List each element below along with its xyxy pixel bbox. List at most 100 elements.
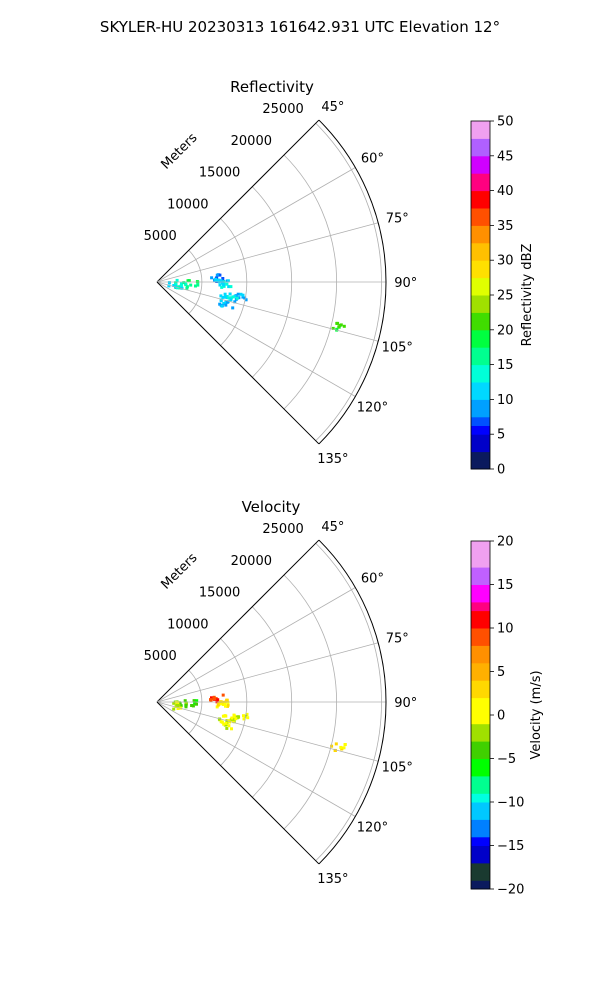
reflectivity-colorbar-segment bbox=[471, 268, 490, 279]
velocity-echo-gate bbox=[193, 701, 197, 705]
reflectivity-colorbar-segment bbox=[471, 303, 490, 313]
reflectivity-colorbar-segment bbox=[471, 181, 490, 192]
velocity-colorbar-segment bbox=[471, 793, 490, 803]
velocity-colorbar-segment bbox=[471, 758, 490, 768]
velocity-colorbar-segment bbox=[471, 619, 490, 629]
reflectivity-colorbar-segment bbox=[471, 451, 490, 461]
reflectivity-colorbar-segment bbox=[471, 199, 490, 209]
velocity-range-tick-label: 5000 bbox=[144, 649, 177, 664]
velocity-echo-gate bbox=[226, 700, 230, 704]
velocity-range-tick-label: 10000 bbox=[167, 617, 208, 632]
velocity-colorbar-segment bbox=[471, 567, 490, 577]
reflectivity-echo-gate bbox=[235, 296, 239, 300]
reflectivity-range-tick-label: 5000 bbox=[144, 229, 177, 244]
velocity-azimuth-spoke bbox=[156, 701, 356, 817]
reflectivity-echo-gate bbox=[219, 298, 223, 302]
velocity-azimuth-spoke bbox=[156, 642, 379, 703]
reflectivity-echo-gate bbox=[217, 278, 221, 282]
velocity-echo-gate bbox=[230, 716, 234, 720]
velocity-echo-gate bbox=[224, 721, 228, 725]
velocity-azimuth-spoke bbox=[156, 587, 356, 703]
velocity-echo-gate bbox=[224, 714, 228, 718]
reflectivity-colorbar-segment bbox=[471, 216, 490, 226]
velocity-echo-gate bbox=[342, 746, 346, 750]
reflectivity-echoes bbox=[167, 273, 346, 332]
velocity-colorbar-segment bbox=[471, 810, 490, 820]
reflectivity-range-tick-label: 10000 bbox=[167, 197, 208, 212]
reflectivity-echo-gate bbox=[183, 282, 187, 286]
velocity-echo-gate bbox=[190, 704, 194, 707]
velocity-colorbar-segment bbox=[471, 828, 490, 838]
reflectivity-echo-gate bbox=[172, 284, 176, 287]
reflectivity-echo-gate bbox=[221, 281, 224, 285]
velocity-colorbar-segment bbox=[471, 697, 490, 707]
reflectivity-range-tick-label: 20000 bbox=[231, 134, 272, 149]
velocity-colorbar-segment bbox=[471, 845, 490, 855]
reflectivity-echo-gate bbox=[244, 298, 248, 302]
velocity-colorbar-tick-label: −20 bbox=[497, 883, 524, 898]
velocity-echo-gate bbox=[179, 704, 183, 708]
reflectivity-echo-gate bbox=[175, 278, 179, 282]
velocity-colorbar-segment bbox=[471, 610, 490, 620]
reflectivity-title: Reflectivity bbox=[230, 78, 314, 96]
reflectivity-colorbar-tick-label: 25 bbox=[497, 289, 514, 304]
reflectivity-azimuth-spoke bbox=[156, 167, 356, 283]
reflectivity-colorbar-segment bbox=[471, 329, 490, 339]
reflectivity-colorbar-segment bbox=[471, 416, 490, 426]
velocity-colorbar: −20 −15 −10 −5 0 5 10 15 20 bbox=[470, 535, 524, 898]
reflectivity-echo-gate bbox=[189, 283, 193, 287]
reflectivity-colorbar-segment bbox=[471, 390, 490, 400]
velocity-echo-gate bbox=[216, 698, 220, 702]
velocity-echo-gate bbox=[172, 701, 176, 705]
velocity-colorbar-segment bbox=[471, 836, 490, 846]
reflectivity-colorbar-segment bbox=[471, 321, 490, 331]
reflectivity-echo-gate bbox=[220, 304, 224, 308]
velocity-echo-gate bbox=[215, 705, 219, 709]
reflectivity-echo-gate bbox=[180, 282, 183, 286]
velocity-echo-gate bbox=[195, 699, 199, 703]
reflectivity-colorbar-segment bbox=[471, 364, 490, 374]
reflectivity-colorbar-segment bbox=[471, 312, 490, 322]
figure-suptitle: SKYLER-HU 20230313 161642.931 UTC Elevat… bbox=[100, 18, 500, 36]
reflectivity-range-tick-label: 15000 bbox=[199, 166, 240, 181]
velocity-echo-gate bbox=[226, 704, 229, 708]
reflectivity-echo-gate bbox=[218, 283, 222, 287]
velocity-echo-gate bbox=[212, 695, 216, 699]
velocity-azimuth-tick-label: 120° bbox=[357, 820, 388, 835]
reflectivity-azimuth-tick-label: 90° bbox=[394, 276, 417, 291]
reflectivity-colorbar-segment bbox=[471, 242, 490, 252]
velocity-echo-gate bbox=[209, 698, 212, 702]
velocity-colorbar-segment bbox=[471, 601, 490, 612]
reflectivity-echo-gate bbox=[239, 292, 243, 296]
reflectivity-echo-gate bbox=[167, 284, 171, 288]
velocity-colorbar-segment bbox=[471, 723, 490, 733]
reflectivity-echo-gate bbox=[220, 285, 224, 289]
reflectivity-echo-gate bbox=[214, 277, 218, 281]
velocity-colorbar-tick-label: 5 bbox=[497, 665, 505, 680]
velocity-colorbar-segment bbox=[471, 749, 490, 759]
reflectivity-colorbar-tick-label: 40 bbox=[497, 184, 514, 199]
velocity-echo-gate bbox=[192, 699, 196, 703]
reflectivity-echo-gate bbox=[221, 277, 225, 280]
reflectivity-echo-gate bbox=[236, 292, 240, 296]
velocity-colorbar-segment bbox=[471, 636, 490, 646]
velocity-echo-gate bbox=[334, 742, 338, 746]
reflectivity-colorbar-segment bbox=[471, 138, 490, 148]
reflectivity-echo-gate bbox=[229, 296, 233, 300]
velocity-colorbar-segment bbox=[471, 775, 490, 786]
velocity-azimuth-tick-label: 90° bbox=[394, 696, 417, 711]
velocity-azimuth-tick-label: 75° bbox=[386, 632, 409, 647]
reflectivity-echo-gate bbox=[241, 295, 245, 299]
reflectivity-azimuth-tick-label: 75° bbox=[386, 212, 409, 227]
velocity-azimuth-spoke bbox=[156, 701, 379, 762]
reflectivity-colorbar-segment bbox=[471, 373, 490, 383]
velocity-colorbar-segment bbox=[471, 767, 490, 777]
reflectivity-colorbar-tick-label: 10 bbox=[497, 393, 514, 408]
velocity-colorbar-segment bbox=[471, 593, 490, 603]
velocity-colorbar-segment bbox=[471, 819, 490, 829]
reflectivity-echo-gate bbox=[231, 295, 235, 299]
reflectivity-echo-gate bbox=[179, 284, 183, 287]
velocity-azimuth-tick-label: 135° bbox=[317, 872, 348, 887]
reflectivity-echo-gate bbox=[219, 294, 223, 298]
velocity-colorbar-segment bbox=[471, 680, 490, 690]
